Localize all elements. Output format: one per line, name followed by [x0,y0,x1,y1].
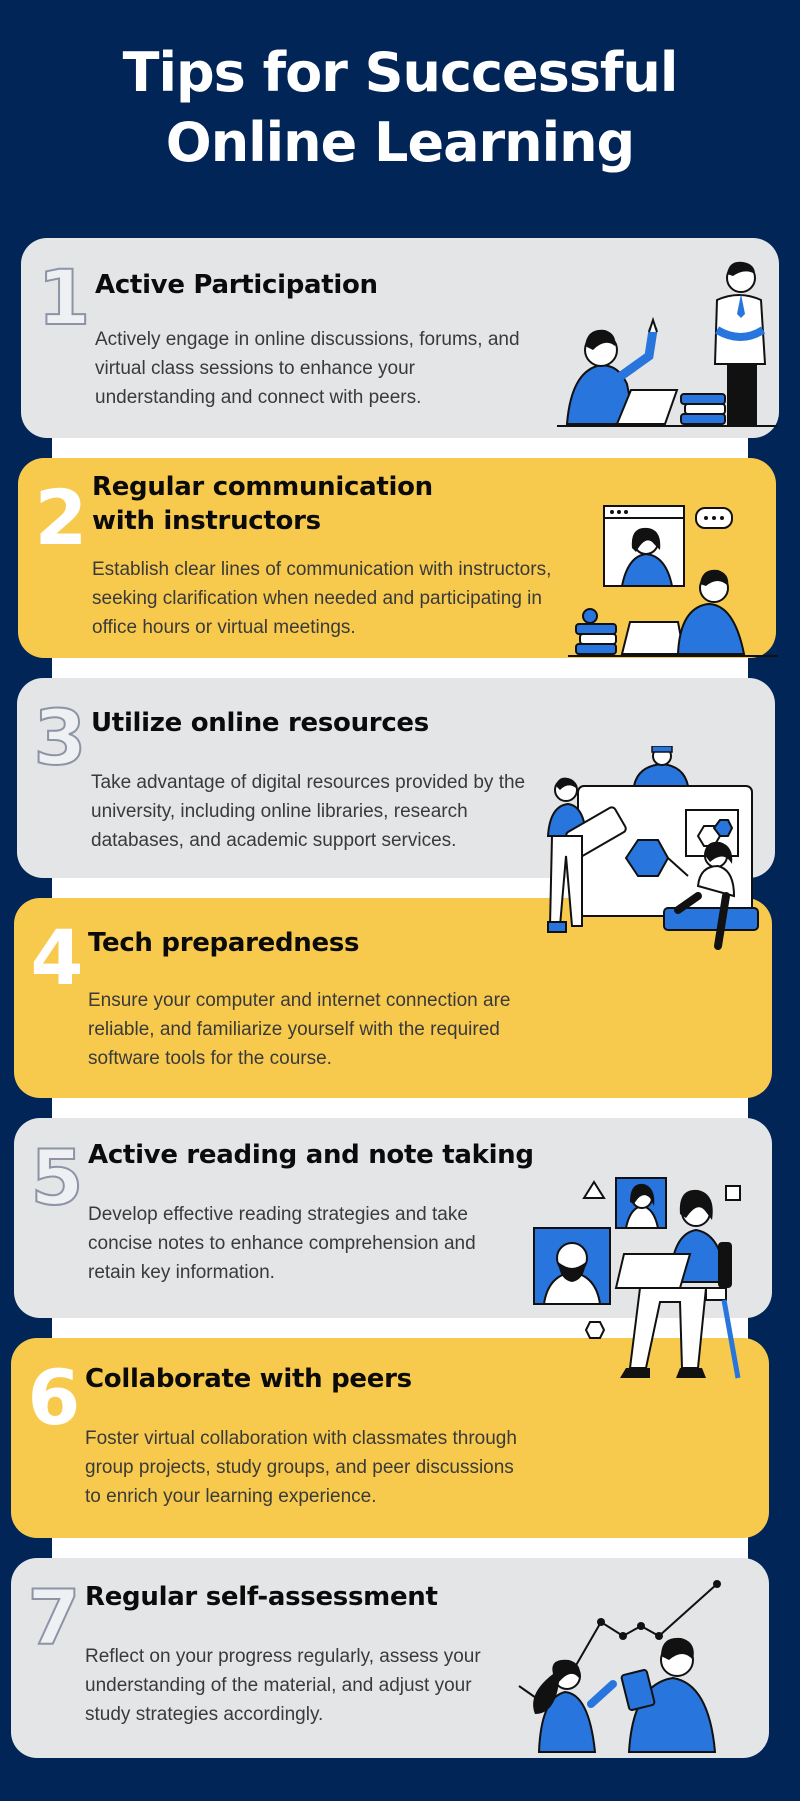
tip-description-7: Reflect on your progress regularly, asse… [85,1646,481,1725]
tip-card-1: 1 Active Participation Actively engage i… [21,238,779,438]
title-line-1: Tips for Successful [122,41,679,104]
digital-resources-illustration [546,746,759,950]
tip-description-1: Actively engage in online discussions, f… [95,329,520,408]
tip-heading-2-line-2: with instructors [92,506,321,536]
tip-description-5: Develop effective reading strategies and… [88,1204,476,1283]
tip-card-2: 2 Regular communication with instructors… [18,458,778,658]
tip-card-4: 4 Tech preparedness Ensure your computer… [14,898,772,1098]
tip-heading-7: Regular self-assessment [85,1582,438,1612]
tip-heading-6: Collaborate with peers [85,1364,412,1394]
tip-description-6: Foster virtual collaboration with classm… [85,1428,517,1507]
video-call-illustration [568,505,778,657]
page-title: Tips for Successful Online Learning [0,38,800,178]
title-line-2: Online Learning [165,111,635,174]
tip-heading-2: Regular communication with instructors [92,470,433,538]
tip-card-7: 7 Regular self-assessment Reflect on you… [11,1558,769,1758]
progress-chart-illustration [518,1580,721,1753]
tip-heading-5: Active reading and note taking [88,1140,534,1170]
tip-description-4: Ensure your computer and internet connec… [88,990,511,1069]
tip-heading-4: Tech preparedness [88,928,360,958]
tip-number-4: 4 [30,913,84,1002]
tip-heading-2-line-1: Regular communication [92,472,433,502]
tip-number-2: 2 [34,473,88,562]
tip-description-2: Establish clear lines of communication w… [92,559,552,638]
tip-number-7: 7 [27,1573,82,1662]
laptop-study-illustration [533,1177,741,1379]
tip-number-6: 6 [27,1353,81,1442]
tip-heading-1: Active Participation [95,270,378,300]
tip-number-5: 5 [30,1133,85,1222]
tip-description-3: Take advantage of digital resources prov… [91,772,526,851]
tip-number-1: 1 [37,253,92,342]
students-discussion-illustration [557,261,777,427]
tip-number-3: 3 [33,693,88,782]
tip-heading-3: Utilize online resources [91,708,429,738]
